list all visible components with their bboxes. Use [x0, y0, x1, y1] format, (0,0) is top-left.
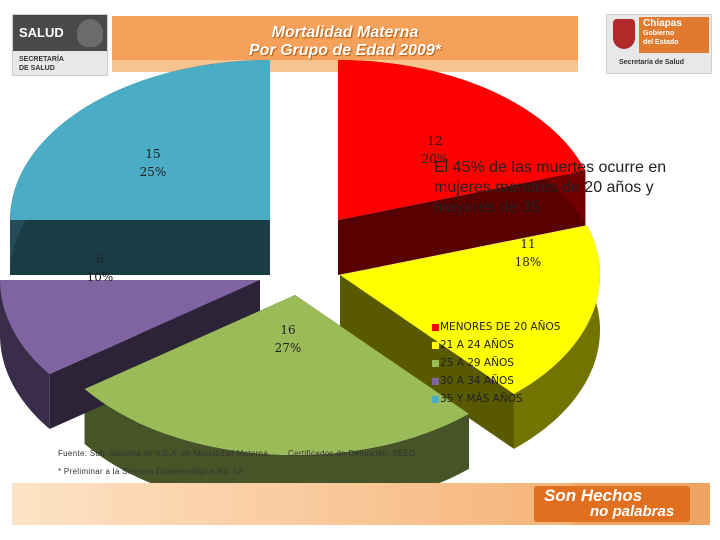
legend-label-3: 30 A 34 AÑOS: [440, 375, 514, 387]
slice-value-label-2: 16: [280, 323, 295, 337]
legend-label-1: 21 A 24 AÑOS: [440, 339, 514, 351]
legend-item-2: 25 A 29 AÑOS: [432, 354, 560, 372]
legend-label-0: MENORES DE 20 AÑOS: [440, 321, 561, 333]
slice-side-3: [0, 280, 50, 430]
chiapas-block: [639, 17, 709, 53]
legend-swatch-1: [432, 341, 439, 349]
source-note: Fuente: Sub. Sistema de V.E.A. de Mortal…: [58, 449, 271, 458]
chiapas-logo: Chiapas Gobierno del Estado Secretaría d…: [606, 14, 712, 74]
legend-item-3: 30 A 34 AÑOS: [432, 372, 560, 390]
chart-legend: MENORES DE 20 AÑOS 21 A 24 AÑOS 25 A 29 AÑ…: [432, 318, 560, 408]
legend-item-4: 35 Y MÁS AÑOS: [432, 390, 560, 408]
slice-wall-1-1: [340, 275, 514, 449]
slice-percent-label-3: 10%: [87, 270, 114, 284]
chiapas-line3: del Estado: [643, 39, 679, 46]
salud-logo: SALUD SECRETARÍA DE SALUD: [12, 14, 108, 76]
legend-item-1: 21 A 24 AÑOS: [432, 336, 560, 354]
slice-value-label-1: 11: [520, 237, 535, 251]
legend-swatch-3: [432, 377, 439, 385]
slice-percent-label-4: 25%: [140, 165, 167, 179]
slice-4: [10, 60, 270, 220]
mexico-eagle-icon: [77, 19, 103, 47]
slice-wall-4-0: [10, 220, 270, 275]
title-line2: Por Grupo de Edad 2009*: [248, 42, 442, 59]
legend-label-2: 25 A 29 AÑOS: [440, 357, 514, 369]
chiapas-line1: Chiapas: [643, 18, 682, 29]
chiapas-line2: Gobierno: [643, 30, 675, 37]
salud-sub-line1: SECRETARÍA: [19, 56, 64, 63]
slice-value-label-3: 6: [96, 252, 104, 266]
slice-percent-label-1: 18%: [515, 255, 542, 269]
slogan-logo: [534, 486, 690, 522]
slice-percent-label-2: 27%: [275, 341, 302, 355]
legend-item-0: MENORES DE 20 AÑOS: [432, 318, 560, 336]
pie-tops: [0, 60, 600, 455]
slice-0: [338, 60, 586, 220]
slogan-line1: Son Hechos: [544, 486, 643, 505]
legend-swatch-2: [432, 359, 439, 367]
title-line1: Mortalidad Materna: [271, 24, 419, 41]
slice-side-2: [84, 389, 469, 510]
chart-annotation: El 45% de las muertes ocurre en mujeres …: [434, 159, 667, 216]
slice-value-label-0: 12: [427, 134, 442, 148]
salud-subtitle: SECRETARÍA DE SALUD: [19, 55, 64, 73]
legend-label-4: 35 Y MÁS AÑOS: [440, 393, 523, 405]
chart-title: Mortalidad Materna Por Grupo de Edad 200…: [112, 24, 578, 60]
slice-percent-label-0: 20%: [422, 152, 449, 166]
chiapas-shield-icon: [613, 19, 635, 49]
slice-value-label-4: 15: [145, 147, 160, 161]
legend-swatch-0: [432, 323, 439, 331]
slice-3: [0, 280, 260, 375]
salud-brand: SALUD: [19, 25, 64, 40]
slice-1: [340, 225, 600, 394]
slice-side-1: [513, 225, 600, 449]
legend-swatch-4: [432, 395, 439, 403]
preliminary-footnote: * Preliminar a la Semana Epidemiológica …: [58, 467, 243, 476]
source-note-2: Certificados de Defunción. SEED.: [288, 449, 418, 458]
chiapas-text: Chiapas Gobierno del Estado: [643, 19, 682, 47]
salud-sub-line2: DE SALUD: [19, 65, 55, 72]
footer-gradient: [12, 483, 572, 525]
slice-wall-0-1: [338, 170, 586, 275]
chiapas-sub: Secretaría de Salud: [619, 59, 684, 66]
slogan-line2: no palabras: [590, 503, 675, 520]
slice-2: [84, 295, 469, 455]
